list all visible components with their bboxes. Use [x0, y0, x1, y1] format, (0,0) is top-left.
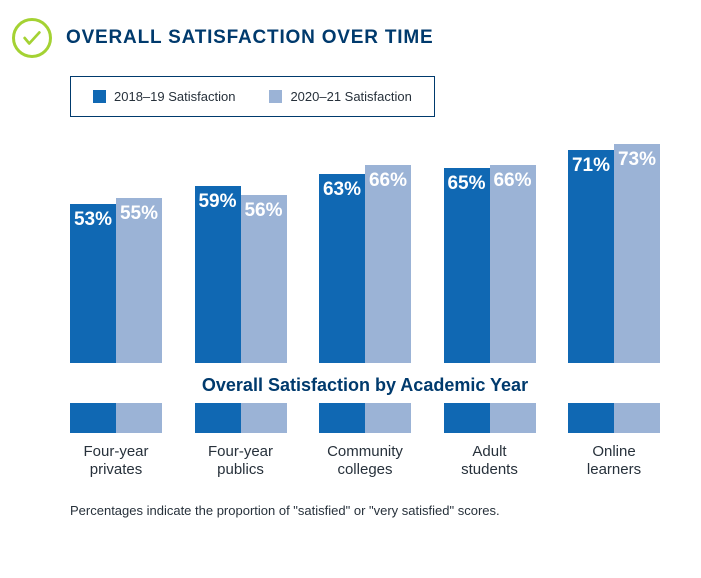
legend-swatch-1 — [269, 90, 282, 103]
stub-group — [195, 403, 287, 433]
bar-group: 71%73% — [568, 144, 660, 363]
stub — [568, 403, 614, 433]
bar-value-label: 63% — [319, 179, 365, 201]
stub-group — [568, 403, 660, 433]
bar-group: 63%66% — [319, 165, 411, 363]
stub — [614, 403, 660, 433]
legend-label-1: 2020–21 Satisfaction — [290, 89, 411, 104]
bar-value-label: 59% — [195, 191, 241, 213]
stub — [365, 403, 411, 433]
stub — [319, 403, 365, 433]
bar-value-label: 66% — [365, 170, 411, 192]
chart-subtitle: Overall Satisfaction by Academic Year — [70, 375, 660, 396]
x-labels: Four-yearprivates Four-yearpublics Communi… — [70, 443, 660, 479]
stub — [116, 403, 162, 433]
bar-value-label: 66% — [490, 170, 536, 192]
bar: 56% — [241, 195, 287, 363]
stub — [241, 403, 287, 433]
bar-group: 53%55% — [70, 198, 162, 363]
bar: 66% — [490, 165, 536, 363]
stub — [195, 403, 241, 433]
stub — [70, 403, 116, 433]
legend: 2018–19 Satisfaction 2020–21 Satisfactio… — [70, 76, 435, 117]
stub — [444, 403, 490, 433]
header: OVERALL SATISFACTION OVER TIME — [12, 18, 671, 58]
bar-value-label: 55% — [116, 203, 162, 225]
bar-value-label: 71% — [568, 155, 614, 177]
bar-value-label: 73% — [614, 149, 660, 171]
bar-value-label: 56% — [241, 200, 287, 222]
x-axis-label: Four-yearprivates — [70, 443, 162, 479]
bar: 59% — [195, 186, 241, 363]
bar-group: 65%66% — [444, 165, 536, 363]
x-axis-label: Communitycolleges — [319, 443, 411, 479]
legend-label-0: 2018–19 Satisfaction — [114, 89, 235, 104]
chart-area: 53%55%59%56%63%66%65%66%71%73% — [70, 143, 660, 363]
bar: 66% — [365, 165, 411, 363]
bar: 63% — [319, 174, 365, 363]
stub-row — [70, 403, 660, 433]
bar: 55% — [116, 198, 162, 363]
bar-chart: 53%55%59%56%63%66%65%66%71%73% Overall S… — [70, 143, 660, 479]
bar: 65% — [444, 168, 490, 363]
bar: 53% — [70, 204, 116, 363]
chart-title: OVERALL SATISFACTION OVER TIME — [66, 27, 433, 49]
stub-group — [70, 403, 162, 433]
x-axis-label: Onlinelearners — [568, 443, 660, 479]
check-icon — [12, 18, 52, 58]
footnote: Percentages indicate the proportion of "… — [70, 503, 671, 518]
bar: 73% — [614, 144, 660, 363]
bar-value-label: 53% — [70, 209, 116, 231]
stub — [490, 403, 536, 433]
x-axis-label: Adultstudents — [444, 443, 536, 479]
legend-item-1: 2020–21 Satisfaction — [269, 89, 411, 104]
bar-value-label: 65% — [444, 173, 490, 195]
bar: 71% — [568, 150, 614, 363]
stub-group — [319, 403, 411, 433]
x-axis-label: Four-yearpublics — [195, 443, 287, 479]
legend-swatch-0 — [93, 90, 106, 103]
subtitle-row: Overall Satisfaction by Academic Year — [70, 371, 660, 399]
legend-item-0: 2018–19 Satisfaction — [93, 89, 235, 104]
stub-group — [444, 403, 536, 433]
bar-group: 59%56% — [195, 186, 287, 363]
